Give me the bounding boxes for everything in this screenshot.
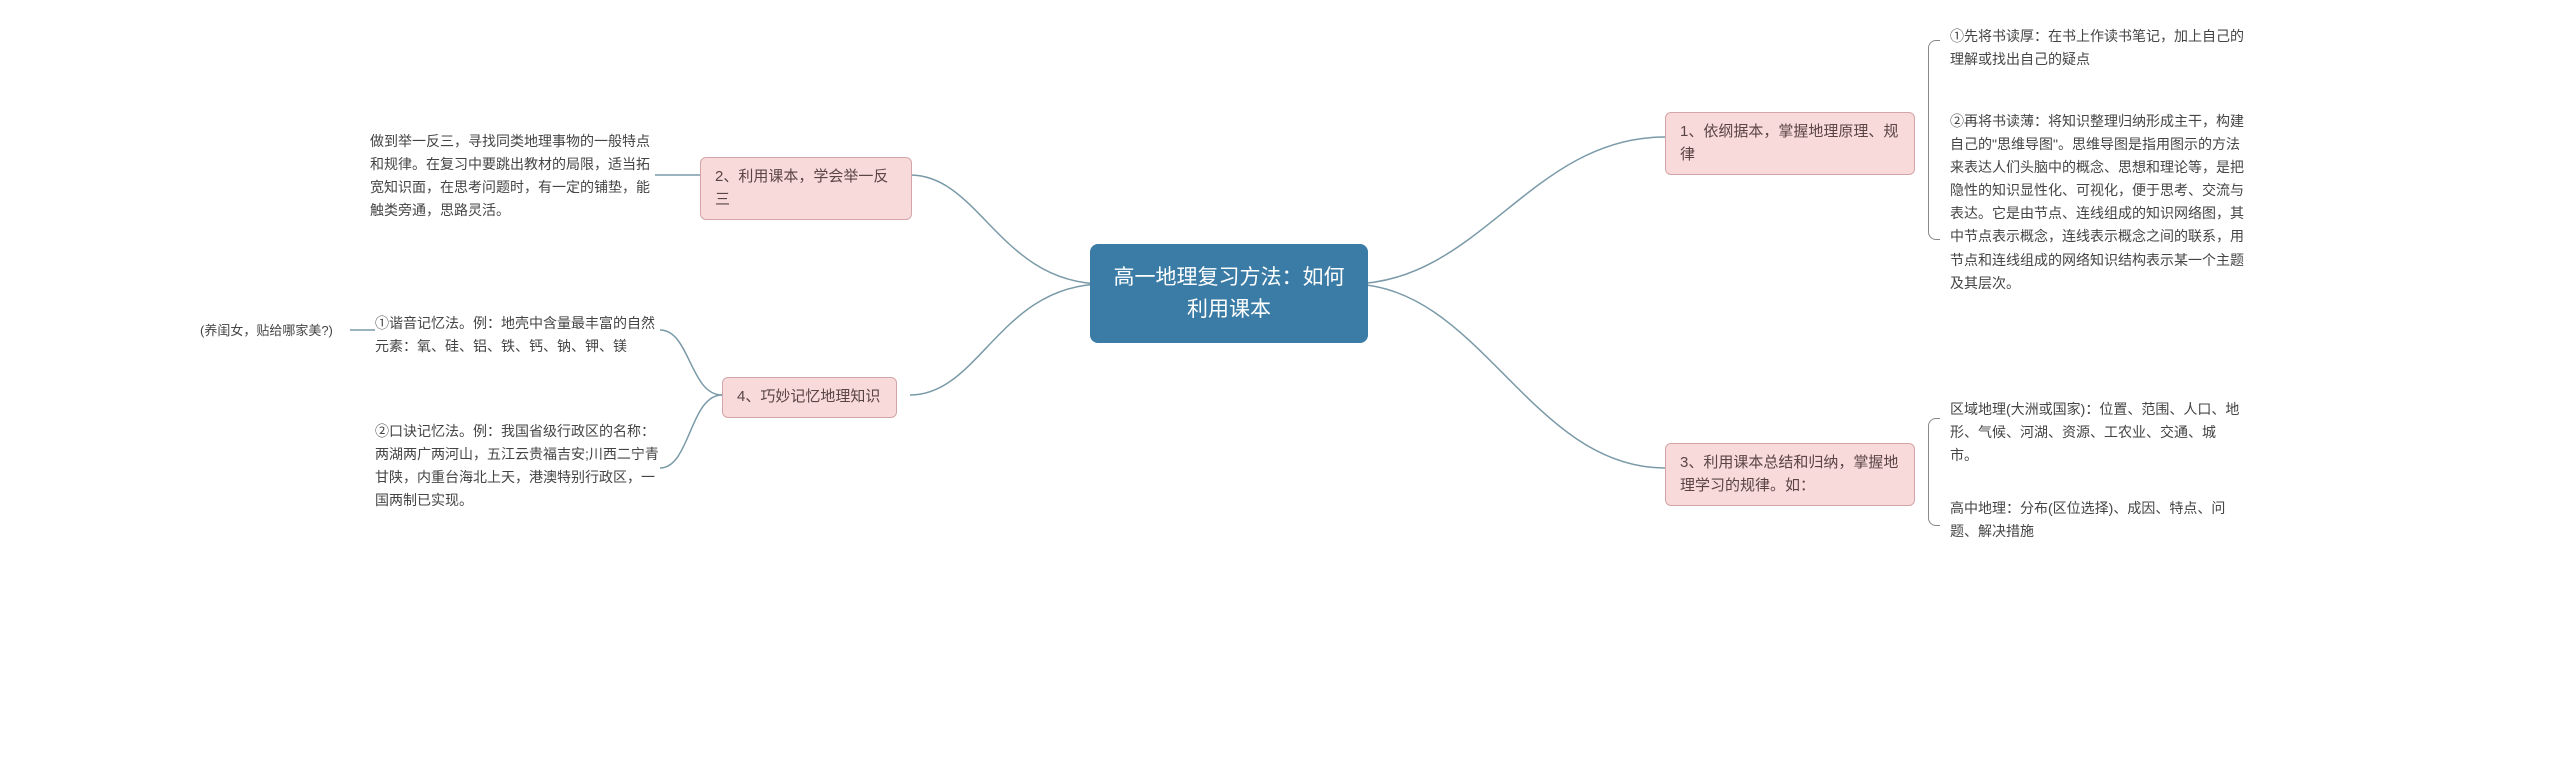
- leaf-4a-note: (养闺女，贴给哪家美?): [200, 320, 360, 341]
- leaf-1b-text: ②再将书读薄：将知识整理归纳形成主干，构建自己的"思维导图"。思维导图是指用图示…: [1950, 113, 2244, 291]
- branch-1: 1、依纲据本，掌握地理原理、规律: [1665, 112, 1915, 175]
- leaf-4b-text: ②口诀记忆法。例：我国省级行政区的名称：两湖两广两河山，五江云贵福吉安;川西二宁…: [375, 423, 659, 508]
- leaf-1b: ②再将书读薄：将知识整理归纳形成主干，构建自己的"思维导图"。思维导图是指用图示…: [1950, 110, 2245, 295]
- bracket-3: [1928, 418, 1940, 526]
- leaf-4a: ①谐音记忆法。例：地壳中含量最丰富的自然元素：氧、硅、铝、铁、钙、钠、钾、镁: [375, 312, 665, 358]
- leaf-3a: 区域地理(大洲或国家)：位置、范围、人口、地形、气候、河湖、资源、工农业、交通、…: [1950, 398, 2240, 467]
- branch-4-text: 4、巧妙记忆地理知识: [737, 388, 880, 405]
- branch-2-text: 2、利用课本，学会举一反三: [715, 168, 888, 208]
- leaf-4a-note-text: (养闺女，贴给哪家美?): [200, 323, 333, 338]
- bracket-1: [1928, 40, 1940, 240]
- root-node: 高一地理复习方法：如何利用课本: [1090, 244, 1368, 343]
- branch-4: 4、巧妙记忆地理知识: [722, 377, 897, 418]
- leaf-2a: 做到举一反三，寻找同类地理事物的一般特点和规律。在复习中要跳出教材的局限，适当拓…: [370, 130, 660, 222]
- root-text: 高一地理复习方法：如何利用课本: [1114, 266, 1345, 321]
- branch-1-text: 1、依纲据本，掌握地理原理、规律: [1680, 123, 1898, 163]
- leaf-3b-text: 高中地理：分布(区位选择)、成因、特点、问题、解决措施: [1950, 500, 2225, 539]
- leaf-2a-text: 做到举一反三，寻找同类地理事物的一般特点和规律。在复习中要跳出教材的局限，适当拓…: [370, 133, 650, 218]
- branch-3-text: 3、利用课本总结和归纳，掌握地理学习的规律。如：: [1680, 454, 1898, 494]
- leaf-4a-text: ①谐音记忆法。例：地壳中含量最丰富的自然元素：氧、硅、铝、铁、钙、钠、钾、镁: [375, 315, 655, 354]
- leaf-1a-text: ①先将书读厚：在书上作读书笔记，加上自己的理解或找出自己的疑点: [1950, 28, 2244, 67]
- leaf-3b: 高中地理：分布(区位选择)、成因、特点、问题、解决措施: [1950, 497, 2240, 543]
- leaf-4b: ②口诀记忆法。例：我国省级行政区的名称：两湖两广两河山，五江云贵福吉安;川西二宁…: [375, 420, 665, 512]
- branch-3: 3、利用课本总结和归纳，掌握地理学习的规律。如：: [1665, 443, 1915, 506]
- leaf-1a: ①先将书读厚：在书上作读书笔记，加上自己的理解或找出自己的疑点: [1950, 25, 2245, 71]
- branch-2: 2、利用课本，学会举一反三: [700, 157, 912, 220]
- leaf-3a-text: 区域地理(大洲或国家)：位置、范围、人口、地形、气候、河湖、资源、工农业、交通、…: [1950, 401, 2239, 463]
